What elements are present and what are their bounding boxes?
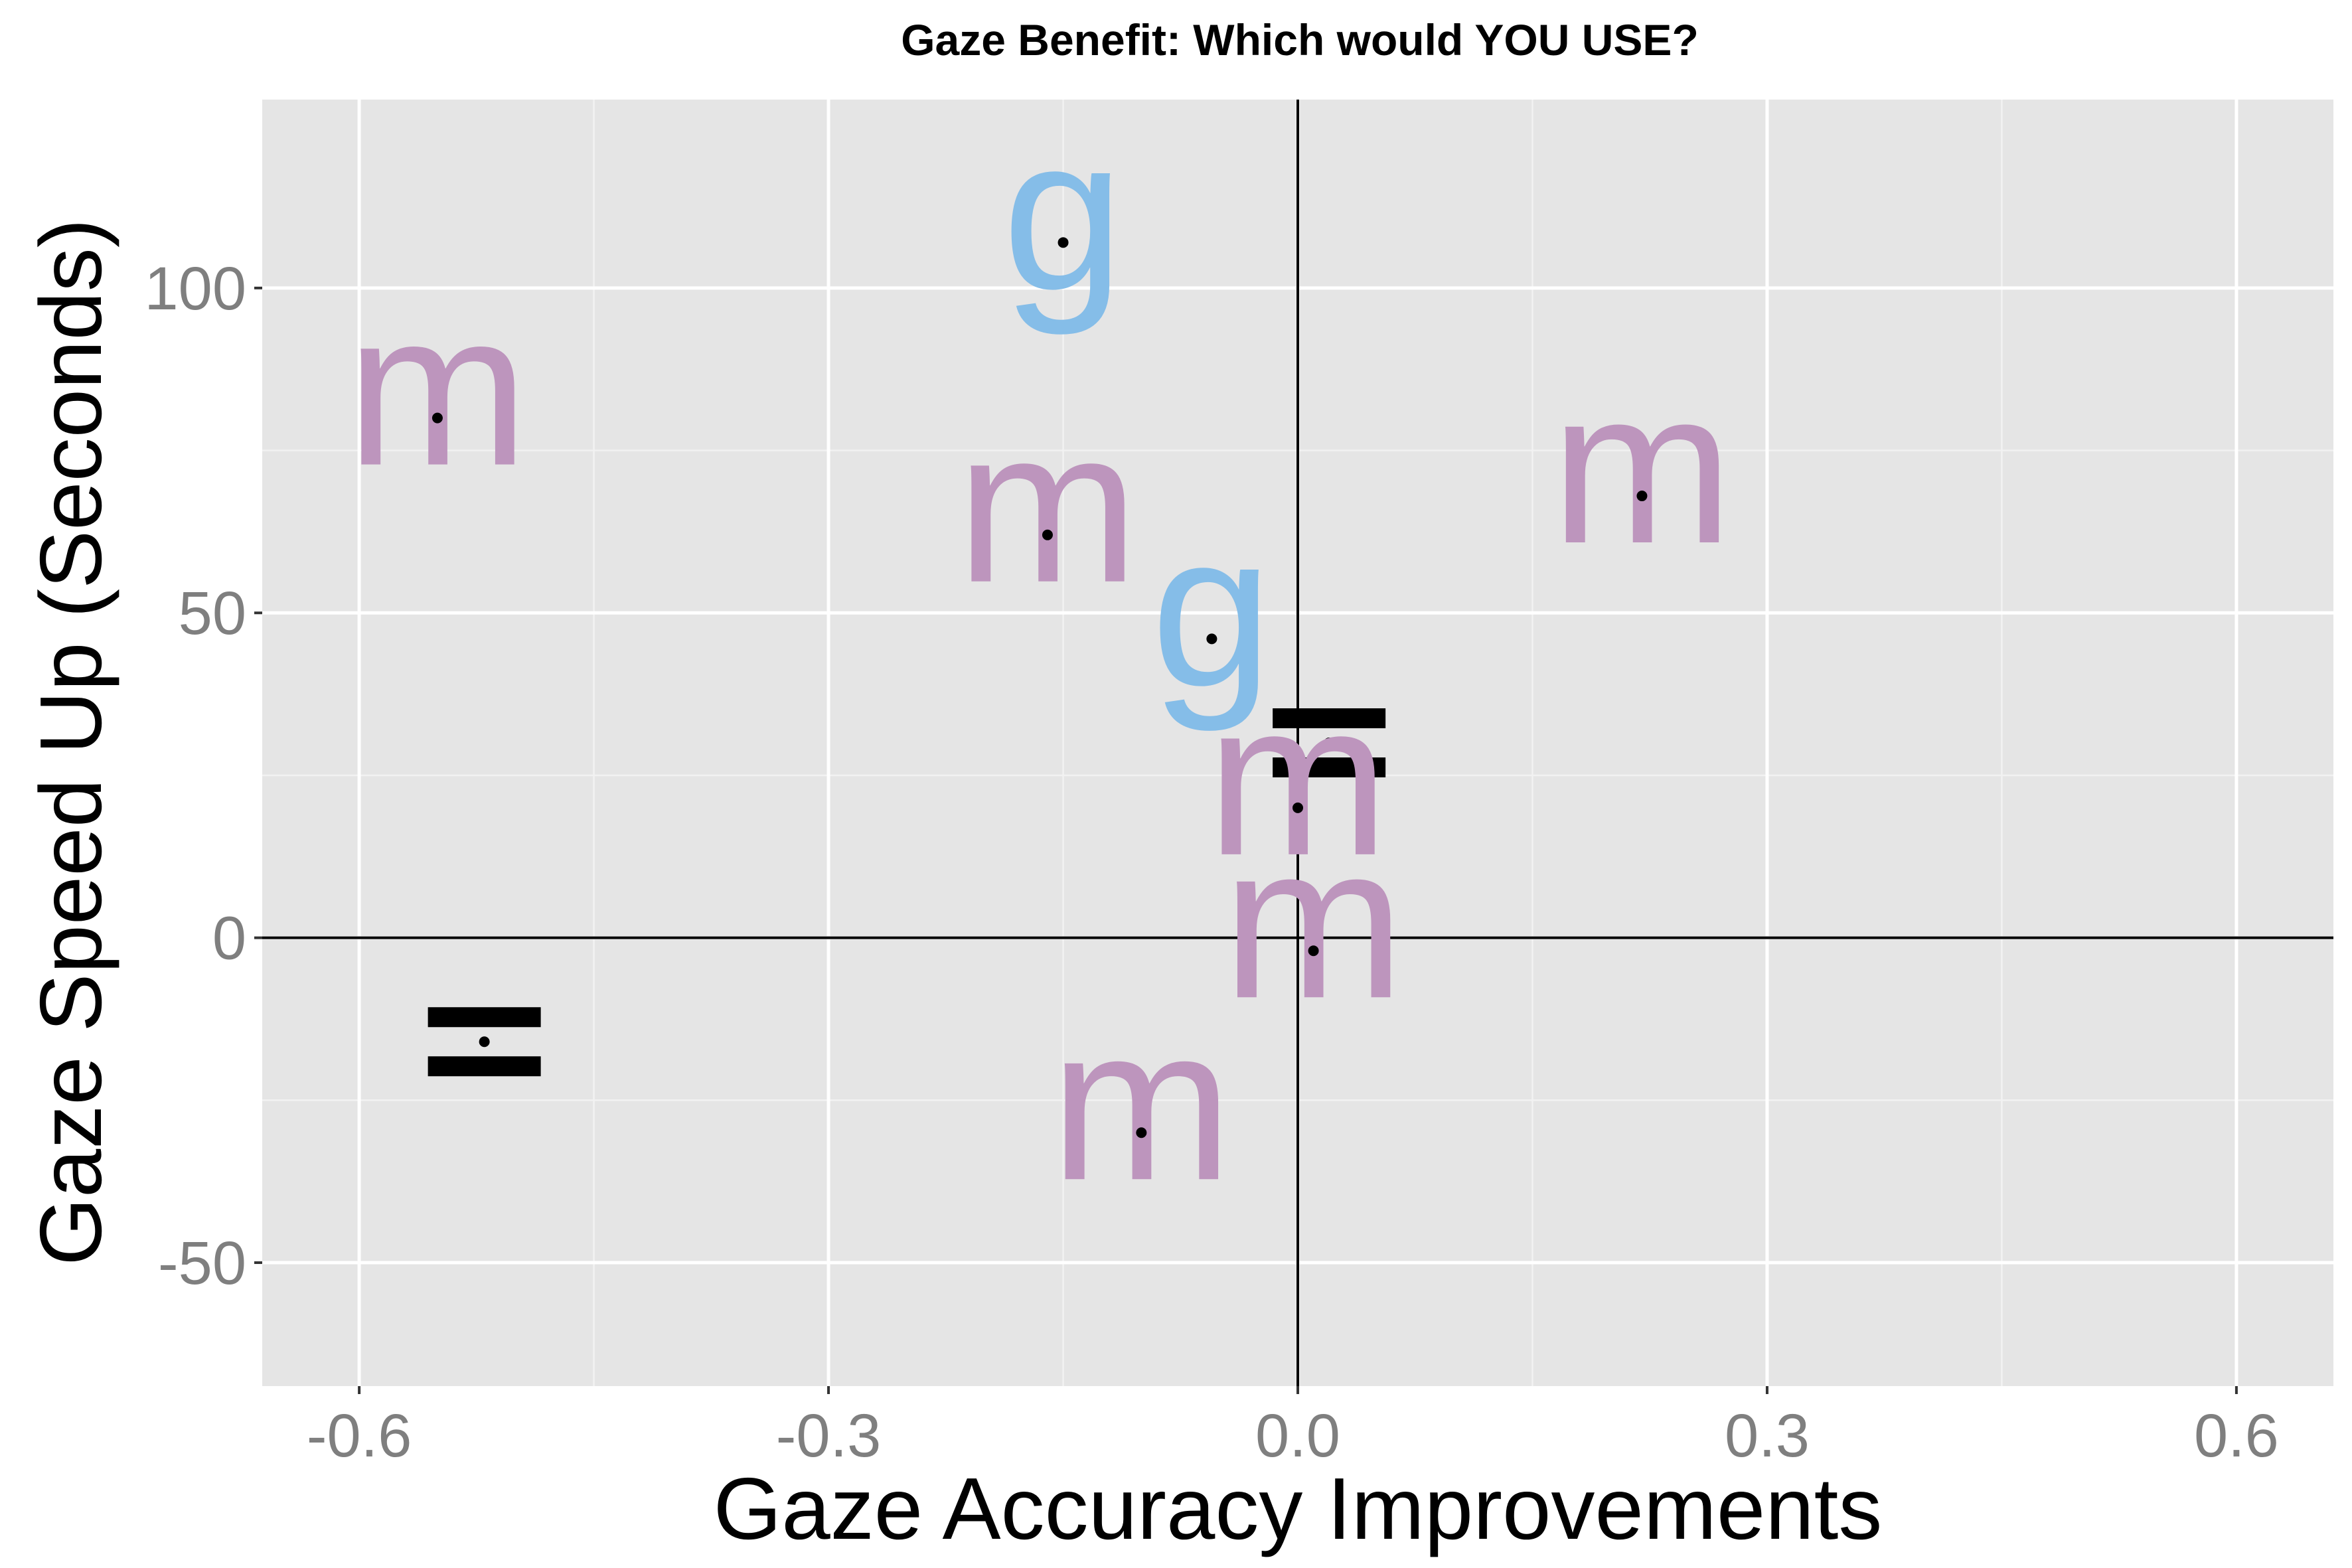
point-center-dot [479,1036,490,1048]
x-tick-label: -0.6 [307,1402,412,1470]
equal-marker-bottom-bar [428,1056,541,1077]
point-center-dot [1206,633,1217,645]
point-center-dot [1058,237,1069,248]
y-tick-label: 100 [145,255,247,323]
y-tick-label: -50 [158,1229,246,1297]
data-point: m [1551,344,1733,589]
data-point: m [1207,656,1389,901]
x-axis-title: Gaze Accuracy Improvements [714,1460,1883,1557]
point-center-dot [1042,529,1053,540]
data-point: m [346,266,528,511]
x-tick-label: 0.6 [2194,1402,2279,1470]
data-point: m [1050,980,1233,1225]
data-point: m [1222,799,1405,1044]
m-marker: m [1050,980,1233,1225]
point-center-dot [1636,491,1648,502]
point-center-dot [1293,802,1303,813]
point-center-dot [431,412,443,424]
point-center-dot [1308,945,1319,957]
equal-marker-bottom-bar [1273,757,1386,777]
x-tick-label: -0.3 [776,1402,882,1470]
y-axis-ticks: -50 0 50 100 [145,255,262,1297]
m-marker: m [1222,799,1405,1044]
data-point: m [957,383,1139,628]
y-tick-label: 0 [212,905,246,973]
point-center-dot [1324,738,1335,748]
y-axis-title: Gaze Speed Up (Seconds) [22,218,119,1266]
g-marker: g [1151,487,1273,733]
data-point [1273,708,1386,777]
data-point [428,1007,541,1077]
chart-title: Gaze Benefit: Which would YOU USE? [901,15,1699,64]
reference-lines [262,100,2333,1386]
m-marker: m [346,266,528,511]
g-marker: g [1002,90,1125,337]
x-tick-label: 0.0 [1255,1402,1340,1470]
m-marker: m [1207,656,1389,901]
m-marker: m [1551,344,1733,589]
x-tick-label: 0.3 [1725,1402,1810,1470]
m-marker: m [957,383,1139,628]
equal-marker-top-bar [1273,708,1386,728]
equal-marker-top-bar [428,1007,541,1028]
data-point: g [1151,487,1273,733]
data-point: g [1002,90,1125,337]
x-axis-ticks: -0.6 -0.3 0.0 0.3 0.6 [307,1386,2279,1470]
point-center-dot [1136,1127,1147,1138]
y-tick-label: 50 [179,580,246,647]
